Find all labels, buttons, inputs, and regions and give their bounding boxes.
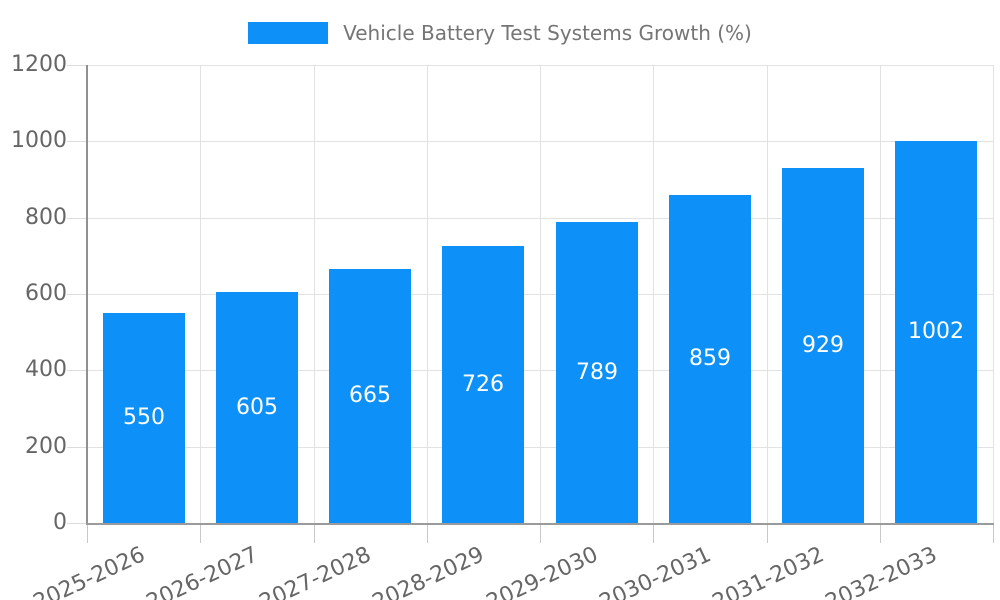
bar[interactable]: 929 — [782, 168, 864, 523]
bar[interactable]: 605 — [216, 292, 298, 523]
x-tick-mark — [87, 523, 88, 543]
legend-swatch — [248, 22, 329, 44]
bar[interactable]: 665 — [329, 269, 411, 523]
chart-legend[interactable]: Vehicle Battery Test Systems Growth (%) — [0, 21, 1000, 45]
y-tick-label: 1200 — [11, 52, 67, 77]
y-tick-mark — [67, 294, 87, 295]
x-tick-label: 2032-2033 — [822, 542, 942, 600]
x-gridline — [993, 65, 994, 523]
bar[interactable]: 726 — [442, 246, 524, 523]
legend-label: Vehicle Battery Test Systems Growth (%) — [343, 21, 752, 45]
x-tick-mark — [314, 523, 315, 543]
y-tick-label: 600 — [25, 281, 67, 306]
x-gridline — [540, 65, 541, 523]
x-gridline — [653, 65, 654, 523]
bar-value-label: 550 — [123, 405, 165, 430]
y-tick-label: 200 — [25, 434, 67, 459]
y-tick-label: 0 — [53, 510, 67, 535]
y-tick-mark — [67, 65, 87, 66]
x-tick-label: 2028-2029 — [369, 542, 489, 600]
x-tick-label: 2026-2027 — [142, 542, 262, 600]
bar[interactable]: 859 — [669, 195, 751, 523]
bar-value-label: 859 — [689, 346, 731, 371]
y-tick-mark — [67, 141, 87, 142]
y-tick-label: 800 — [25, 205, 67, 230]
x-tick-label: 2027-2028 — [255, 542, 376, 600]
x-tick-label: 2025-2026 — [29, 542, 149, 600]
bar-value-label: 726 — [462, 371, 504, 397]
bar[interactable]: 789 — [556, 222, 638, 523]
x-gridline — [767, 65, 768, 523]
x-gridline — [427, 65, 428, 523]
x-tick-label: 2030-2031 — [595, 542, 715, 600]
y-tick-label: 1000 — [11, 128, 67, 153]
bar-value-label: 789 — [576, 359, 618, 385]
x-tick-mark — [653, 523, 654, 543]
bar-value-label: 605 — [236, 394, 278, 420]
y-tick-mark — [67, 447, 87, 448]
bar-value-label: 1002 — [908, 319, 964, 344]
y-axis-line — [86, 65, 88, 524]
x-tick-label: 2029-2030 — [482, 542, 602, 600]
x-tick-label: 2031-2032 — [708, 542, 829, 600]
x-tick-mark — [200, 523, 201, 543]
bar-value-label: 929 — [802, 332, 844, 358]
x-gridline — [314, 65, 315, 523]
y-tick-label: 400 — [25, 357, 67, 382]
y-tick-mark — [67, 218, 87, 219]
x-tick-mark — [540, 523, 541, 543]
x-axis-line — [86, 523, 994, 525]
y-tick-mark — [67, 523, 87, 524]
x-tick-mark — [993, 523, 994, 543]
x-tick-mark — [427, 523, 428, 543]
y-tick-mark — [67, 370, 87, 371]
x-tick-mark — [767, 523, 768, 543]
x-gridline — [880, 65, 881, 523]
bar-value-label: 665 — [349, 383, 391, 408]
bar[interactable]: 1002 — [895, 141, 977, 523]
x-gridline — [200, 65, 201, 523]
x-tick-mark — [880, 523, 881, 543]
bar[interactable]: 550 — [103, 313, 185, 523]
